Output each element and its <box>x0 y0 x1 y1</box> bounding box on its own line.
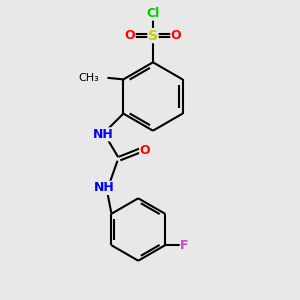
Text: Cl: Cl <box>146 7 160 20</box>
Text: S: S <box>148 28 158 43</box>
Text: NH: NH <box>93 128 114 141</box>
Text: NH: NH <box>94 182 115 194</box>
Text: F: F <box>180 238 189 252</box>
Text: O: O <box>124 29 135 42</box>
Text: O: O <box>140 144 150 157</box>
Text: O: O <box>171 29 182 42</box>
Text: CH₃: CH₃ <box>79 73 100 83</box>
